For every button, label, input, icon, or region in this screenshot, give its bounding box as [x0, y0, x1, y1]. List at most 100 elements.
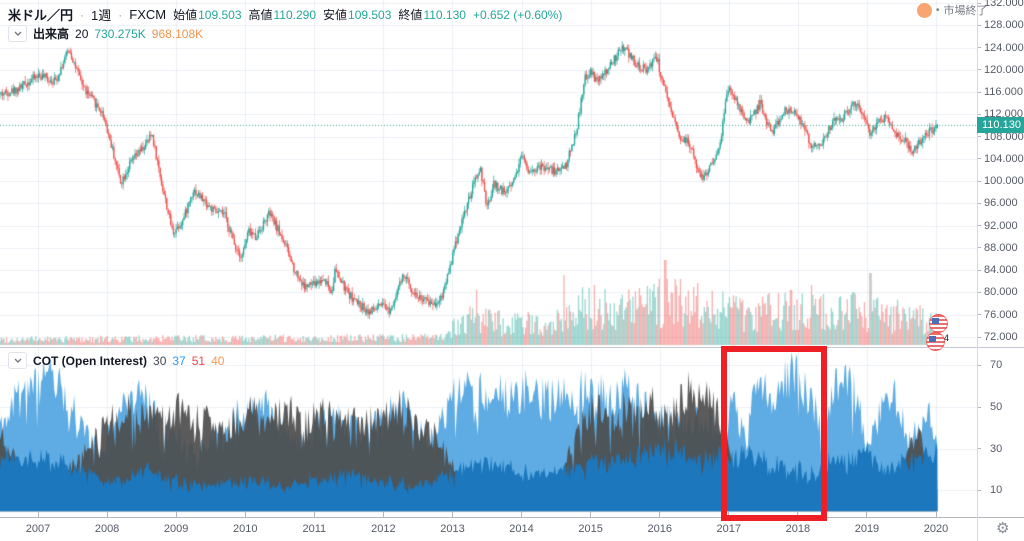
axis-tick: [977, 91, 981, 93]
exchange-label: FXCM: [129, 7, 167, 22]
market-status: • 市場終了: [917, 2, 988, 18]
notification-dot-icon[interactable]: [917, 2, 932, 18]
volume-legend-row: 出来高 20 730.275K 968.108K: [8, 25, 203, 42]
axis-tick: [977, 314, 981, 316]
time-axis-label: 2008: [94, 523, 120, 535]
gear-icon[interactable]: ⚙: [996, 520, 1010, 537]
legend-separator: ·: [80, 7, 85, 22]
time-axis-label: 2018: [785, 523, 811, 535]
symbol-title[interactable]: 米ドル／円: [8, 8, 74, 23]
axis-tick: [977, 336, 981, 338]
price-axis-label: 76.000: [984, 308, 1018, 321]
close-value: 終値 110.130: [398, 7, 466, 23]
high-value: 高値 110.290: [248, 7, 317, 23]
market-status-text: 市場終了: [943, 5, 988, 17]
axis-tick: [451, 512, 453, 517]
time-axis-label: 2011: [302, 523, 327, 535]
price-axis-label: 120.000: [984, 63, 1024, 76]
price-axis-label: 108.000: [984, 130, 1024, 143]
axis-tick: [521, 512, 523, 517]
time-axis-label: 2010: [232, 523, 258, 535]
symbol-legend-row: 米ドル／円 · 1週 · FXCM 始値 109.503 高値 110.290 …: [8, 5, 562, 24]
event-count-badge: 4: [944, 333, 950, 343]
time-axis-label: 2016: [647, 523, 672, 535]
time-axis-label: 2017: [716, 523, 742, 535]
change-value: +0.652 (+0.60%): [472, 7, 563, 22]
axis-tick: [797, 512, 799, 517]
axis-tick: [659, 512, 661, 517]
axis-tick: [977, 247, 981, 249]
axis-tick: [977, 202, 981, 204]
low-value: 安値 109.503: [323, 7, 392, 23]
axis-tick: [977, 47, 981, 49]
price-panel-canvas[interactable]: [0, 0, 977, 348]
price-axis-label: 132.000: [984, 0, 1024, 9]
interval-label[interactable]: 1週: [91, 8, 112, 23]
legend-separator: ·: [118, 7, 123, 22]
time-axis-separator: [0, 517, 1024, 518]
time-axis-label: 2014: [509, 523, 534, 535]
axis-tick: [977, 489, 981, 491]
chevron-down-icon[interactable]: [8, 352, 27, 369]
price-axis-label: 128.000: [984, 19, 1024, 32]
volume-indicator-label[interactable]: 出来高: [33, 27, 70, 41]
cot-panel-canvas[interactable]: [0, 348, 977, 517]
axis-tick: [382, 512, 384, 517]
time-axis-label: 2019: [854, 523, 880, 535]
axis-tick: [977, 2, 981, 4]
axis-tick: [313, 512, 315, 517]
axis-tick: [866, 512, 868, 517]
cot-param-3: 40: [211, 353, 225, 368]
axis-tick: [977, 448, 981, 450]
price-axis-label: 84.000: [984, 264, 1018, 277]
open-value: 始値 109.503: [173, 7, 242, 23]
cot-axis-label: 10: [990, 484, 1003, 497]
volume-ma-length: 20: [75, 26, 89, 41]
axis-tick: [590, 512, 592, 517]
us-flag-event-icon[interactable]: [926, 332, 945, 351]
axis-tick: [244, 512, 246, 517]
price-axis-label: 100.000: [984, 175, 1024, 188]
cot-param-0: 30: [153, 353, 167, 368]
price-axis-label: 124.000: [984, 41, 1024, 54]
axis-tick: [106, 512, 108, 517]
price-axis-label: 104.000: [984, 152, 1024, 165]
time-axis-label: 2009: [163, 523, 189, 535]
panel-separator[interactable]: [0, 347, 1024, 348]
axis-tick: [977, 406, 981, 408]
cot-axis-label: 70: [990, 359, 1003, 372]
price-axis-label: 88.000: [984, 241, 1018, 254]
time-axis-label: 2007: [25, 523, 51, 535]
volume-ma-value: 968.108K: [151, 26, 204, 41]
axis-tick: [977, 136, 981, 138]
axis-tick: [977, 113, 981, 115]
cot-indicator-label[interactable]: COT (Open Interest): [33, 353, 148, 368]
axis-tick: [977, 291, 981, 293]
axis-tick: [977, 269, 981, 271]
cot-param-2: 51: [191, 353, 206, 368]
time-axis-label: 2013: [440, 523, 465, 535]
price-axis-label: 92.000: [984, 219, 1018, 232]
annotation-rectangle[interactable]: [720, 345, 827, 522]
us-flag-event-icon[interactable]: [929, 314, 948, 333]
axis-tick: [977, 69, 981, 71]
market-closed-dot-icon: •: [936, 4, 940, 16]
axis-tick: [977, 180, 981, 182]
cot-legend-row: COT (Open Interest) 30 37 51 40: [8, 352, 224, 369]
axis-tick: [175, 512, 177, 517]
axis-tick: [37, 512, 39, 517]
axis-tick: [977, 24, 981, 26]
last-price-label: 110.130: [977, 116, 1024, 133]
axis-tick: [935, 512, 937, 517]
chevron-down-icon[interactable]: [8, 25, 27, 42]
cot-param-1: 37: [172, 353, 186, 368]
axis-tick: [977, 225, 981, 227]
cot-axis-label: 30: [990, 442, 1003, 455]
price-axis-separator: [977, 0, 978, 541]
volume-current-value: 730.275K: [94, 26, 146, 41]
time-axis-label: 2020: [923, 523, 949, 535]
price-axis-label: 96.000: [984, 197, 1018, 210]
cot-axis-label: 50: [990, 401, 1003, 414]
time-axis-label: 2012: [371, 523, 396, 535]
